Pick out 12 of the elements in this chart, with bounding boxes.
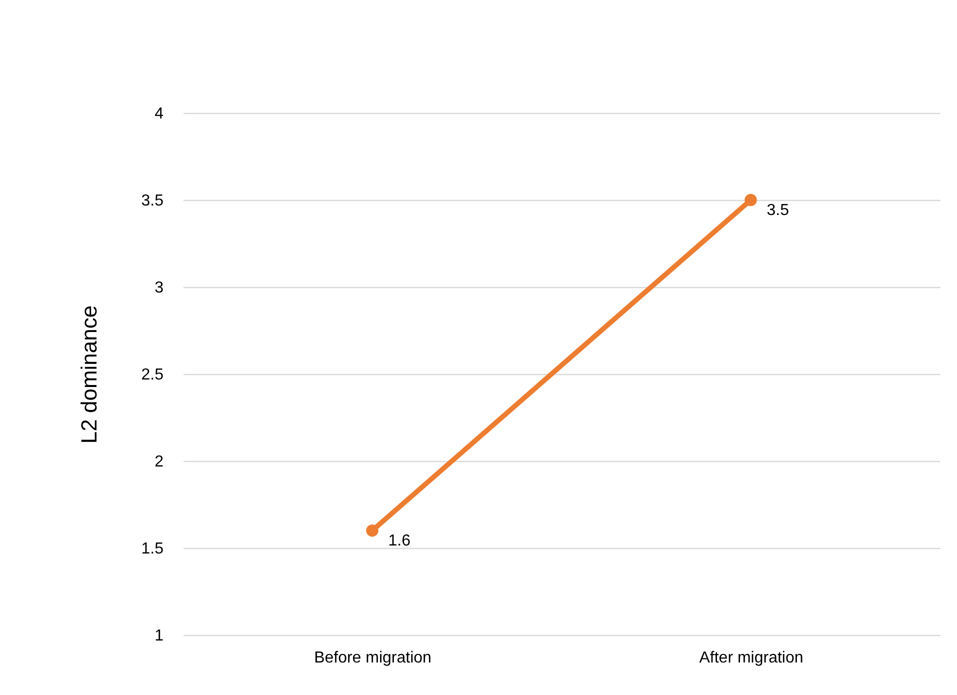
x-tick-label: After migration [699, 650, 804, 666]
y-tick-label: 1.5 [141, 540, 164, 558]
data-label: 3.5 [766, 202, 790, 219]
y-tick-label: 2.5 [141, 366, 164, 384]
y-tick-label: 3.5 [141, 192, 164, 210]
data-label: 1.6 [388, 532, 411, 550]
x-tick-label: Before migration [314, 650, 432, 666]
y-tick-label: 2 [154, 454, 164, 470]
y-axis-title: L2 dominance [76, 305, 102, 444]
y-tick-label: 1 [154, 628, 164, 644]
y-tick-label: 3 [154, 280, 164, 296]
y-tick-label: 4 [154, 106, 164, 122]
